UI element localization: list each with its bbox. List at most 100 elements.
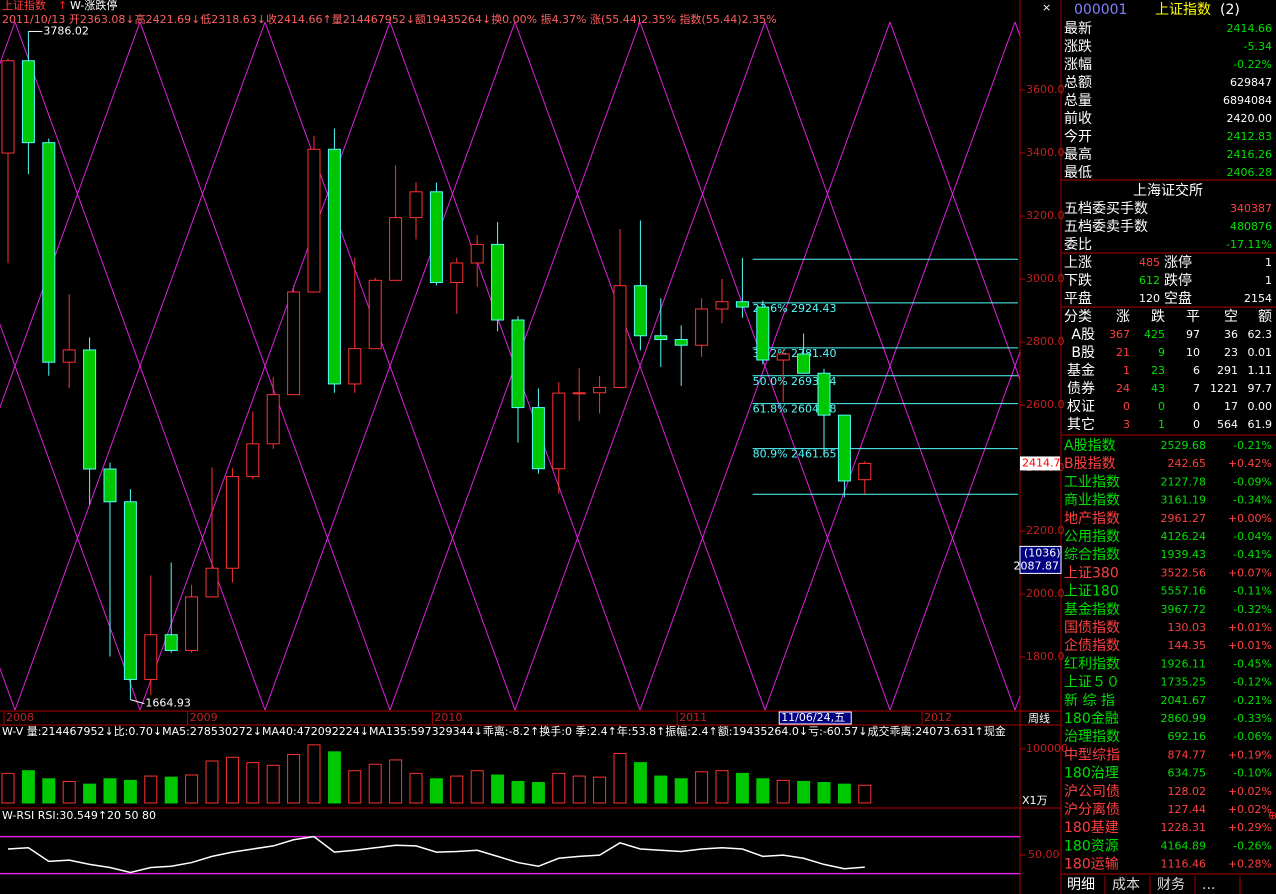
volume-bar bbox=[246, 762, 260, 804]
class-cell: A股 bbox=[1071, 327, 1095, 343]
class-cell: 权证 bbox=[1067, 399, 1095, 415]
gann-line bbox=[139, 22, 391, 710]
volume-bar bbox=[572, 775, 586, 804]
index-name: A股指数 bbox=[1064, 438, 1116, 454]
cursor-box bbox=[778, 711, 852, 725]
quote-label: 涨跌 bbox=[1064, 39, 1092, 55]
y-tick-label: 3200.0 bbox=[1026, 209, 1065, 222]
index-value: 4164.89 bbox=[1161, 839, 1207, 852]
exchange-name: 上海证交所 bbox=[1133, 182, 1203, 199]
index-name: 上证５０ bbox=[1064, 675, 1120, 691]
index-name: 180基建 bbox=[1064, 819, 1119, 836]
index-value: 874.77 bbox=[1168, 748, 1207, 761]
volume-bar bbox=[613, 752, 627, 804]
index-name: 商业指数 bbox=[1064, 493, 1120, 509]
class-cell: 0 bbox=[1193, 418, 1200, 431]
volume-title: W-V 量:214467952↓比:0.70↓MA5:278530272↓MA4… bbox=[2, 724, 1006, 738]
volume-bar bbox=[42, 778, 56, 804]
class-header: 空 bbox=[1224, 309, 1238, 325]
candle-body bbox=[776, 353, 790, 361]
rsi-line bbox=[7, 835, 865, 874]
quote-label: 最低 bbox=[1064, 165, 1092, 181]
index-change: -0.45% bbox=[1233, 657, 1272, 670]
candle-body bbox=[144, 634, 158, 680]
index-value: 692.16 bbox=[1168, 730, 1207, 743]
quote-label: 涨幅 bbox=[1064, 57, 1092, 73]
volume-bar bbox=[531, 782, 545, 804]
index-name: 上证380 bbox=[1064, 565, 1119, 581]
volume-bar bbox=[756, 778, 770, 804]
y-tick-label: 3600.0 bbox=[1026, 83, 1065, 96]
candle-body bbox=[62, 349, 76, 363]
class-cell: 43 bbox=[1151, 382, 1165, 395]
tab[interactable]: 财务 bbox=[1157, 877, 1185, 893]
candle-body bbox=[21, 60, 35, 144]
tab[interactable]: ... bbox=[1202, 877, 1215, 893]
index-value: 127.44 bbox=[1168, 803, 1207, 816]
class-cell: 其它 bbox=[1067, 416, 1095, 433]
cursor-price: 2087.87 bbox=[1014, 559, 1060, 572]
quote-label: 最新 bbox=[1064, 21, 1092, 37]
volume-bar bbox=[225, 756, 239, 804]
x-tick-label: 2008 bbox=[6, 711, 34, 724]
min-pointer bbox=[130, 699, 145, 705]
class-cell: 21 bbox=[1116, 346, 1130, 359]
index-value: 3967.72 bbox=[1161, 603, 1207, 616]
indicator-name: W-涨跌停 bbox=[70, 0, 117, 12]
cursor-count: (1036) bbox=[1024, 546, 1061, 559]
rsi-tick-label: 50.00 bbox=[1028, 848, 1060, 861]
class-cell: 0.00 bbox=[1248, 400, 1273, 413]
volume-bar bbox=[21, 770, 35, 804]
index-change: +0.02% bbox=[1228, 785, 1272, 798]
volume-bar bbox=[511, 780, 525, 804]
volume-bar bbox=[307, 744, 321, 804]
quote-value: 6894084 bbox=[1223, 94, 1272, 107]
class-cell: 9 bbox=[1158, 346, 1165, 359]
y-tick-label: 2200.0 bbox=[1026, 524, 1065, 537]
tab[interactable]: 成本 bbox=[1112, 877, 1140, 893]
index-change: +0.00% bbox=[1228, 512, 1272, 525]
candle-body bbox=[368, 279, 382, 350]
breadth-label: 空盘 bbox=[1164, 290, 1192, 307]
y-tick-label: 2800.0 bbox=[1026, 335, 1065, 348]
index-value: 634.75 bbox=[1168, 767, 1207, 780]
gann-line bbox=[0, 22, 141, 409]
index-name: 企债指数 bbox=[1064, 637, 1120, 654]
order-value: 340387 bbox=[1230, 202, 1272, 215]
candle-body bbox=[327, 148, 341, 385]
index-change: +0.29% bbox=[1228, 821, 1272, 834]
index-name: 治理指数 bbox=[1064, 729, 1120, 745]
volume-bar bbox=[654, 775, 668, 804]
index-value: 1228.31 bbox=[1161, 821, 1207, 834]
class-cell: B股 bbox=[1071, 345, 1095, 361]
quote-value: -0.22% bbox=[1233, 58, 1272, 71]
candle-body bbox=[470, 243, 484, 264]
index-change: +0.19% bbox=[1228, 748, 1272, 761]
volume-bar bbox=[205, 760, 219, 804]
candle-body bbox=[450, 262, 464, 284]
candle-body bbox=[531, 407, 545, 470]
candle-body bbox=[83, 349, 97, 470]
volume-bar bbox=[287, 754, 301, 804]
volume-bar bbox=[1, 772, 15, 804]
volume-bar bbox=[491, 774, 505, 804]
class-cell: 564 bbox=[1217, 418, 1238, 431]
gann-line bbox=[889, 350, 1020, 710]
volume-bar bbox=[123, 779, 137, 804]
index-value: 1116.46 bbox=[1161, 858, 1207, 871]
order-label: 委比 bbox=[1064, 237, 1092, 253]
close-button[interactable]: × bbox=[1042, 1, 1051, 14]
tab[interactable]: 明细 bbox=[1067, 877, 1095, 893]
class-cell: 97 bbox=[1186, 328, 1200, 341]
add-button[interactable]: ⊕ bbox=[1268, 809, 1276, 822]
volume-bar bbox=[837, 783, 851, 804]
candle-body bbox=[1, 60, 15, 154]
volume-bar bbox=[327, 751, 341, 804]
candle-body bbox=[552, 392, 566, 470]
rsi-title: W-RSI RSI:30.549↑20 50 80 bbox=[2, 809, 156, 822]
index-name: 公用指数 bbox=[1064, 529, 1120, 545]
stock-name: 上证指数 bbox=[1155, 2, 1211, 18]
breadth-label: 平盘 bbox=[1064, 290, 1092, 307]
quote-value: 2406.28 bbox=[1227, 166, 1273, 179]
volume-bar bbox=[633, 762, 647, 804]
